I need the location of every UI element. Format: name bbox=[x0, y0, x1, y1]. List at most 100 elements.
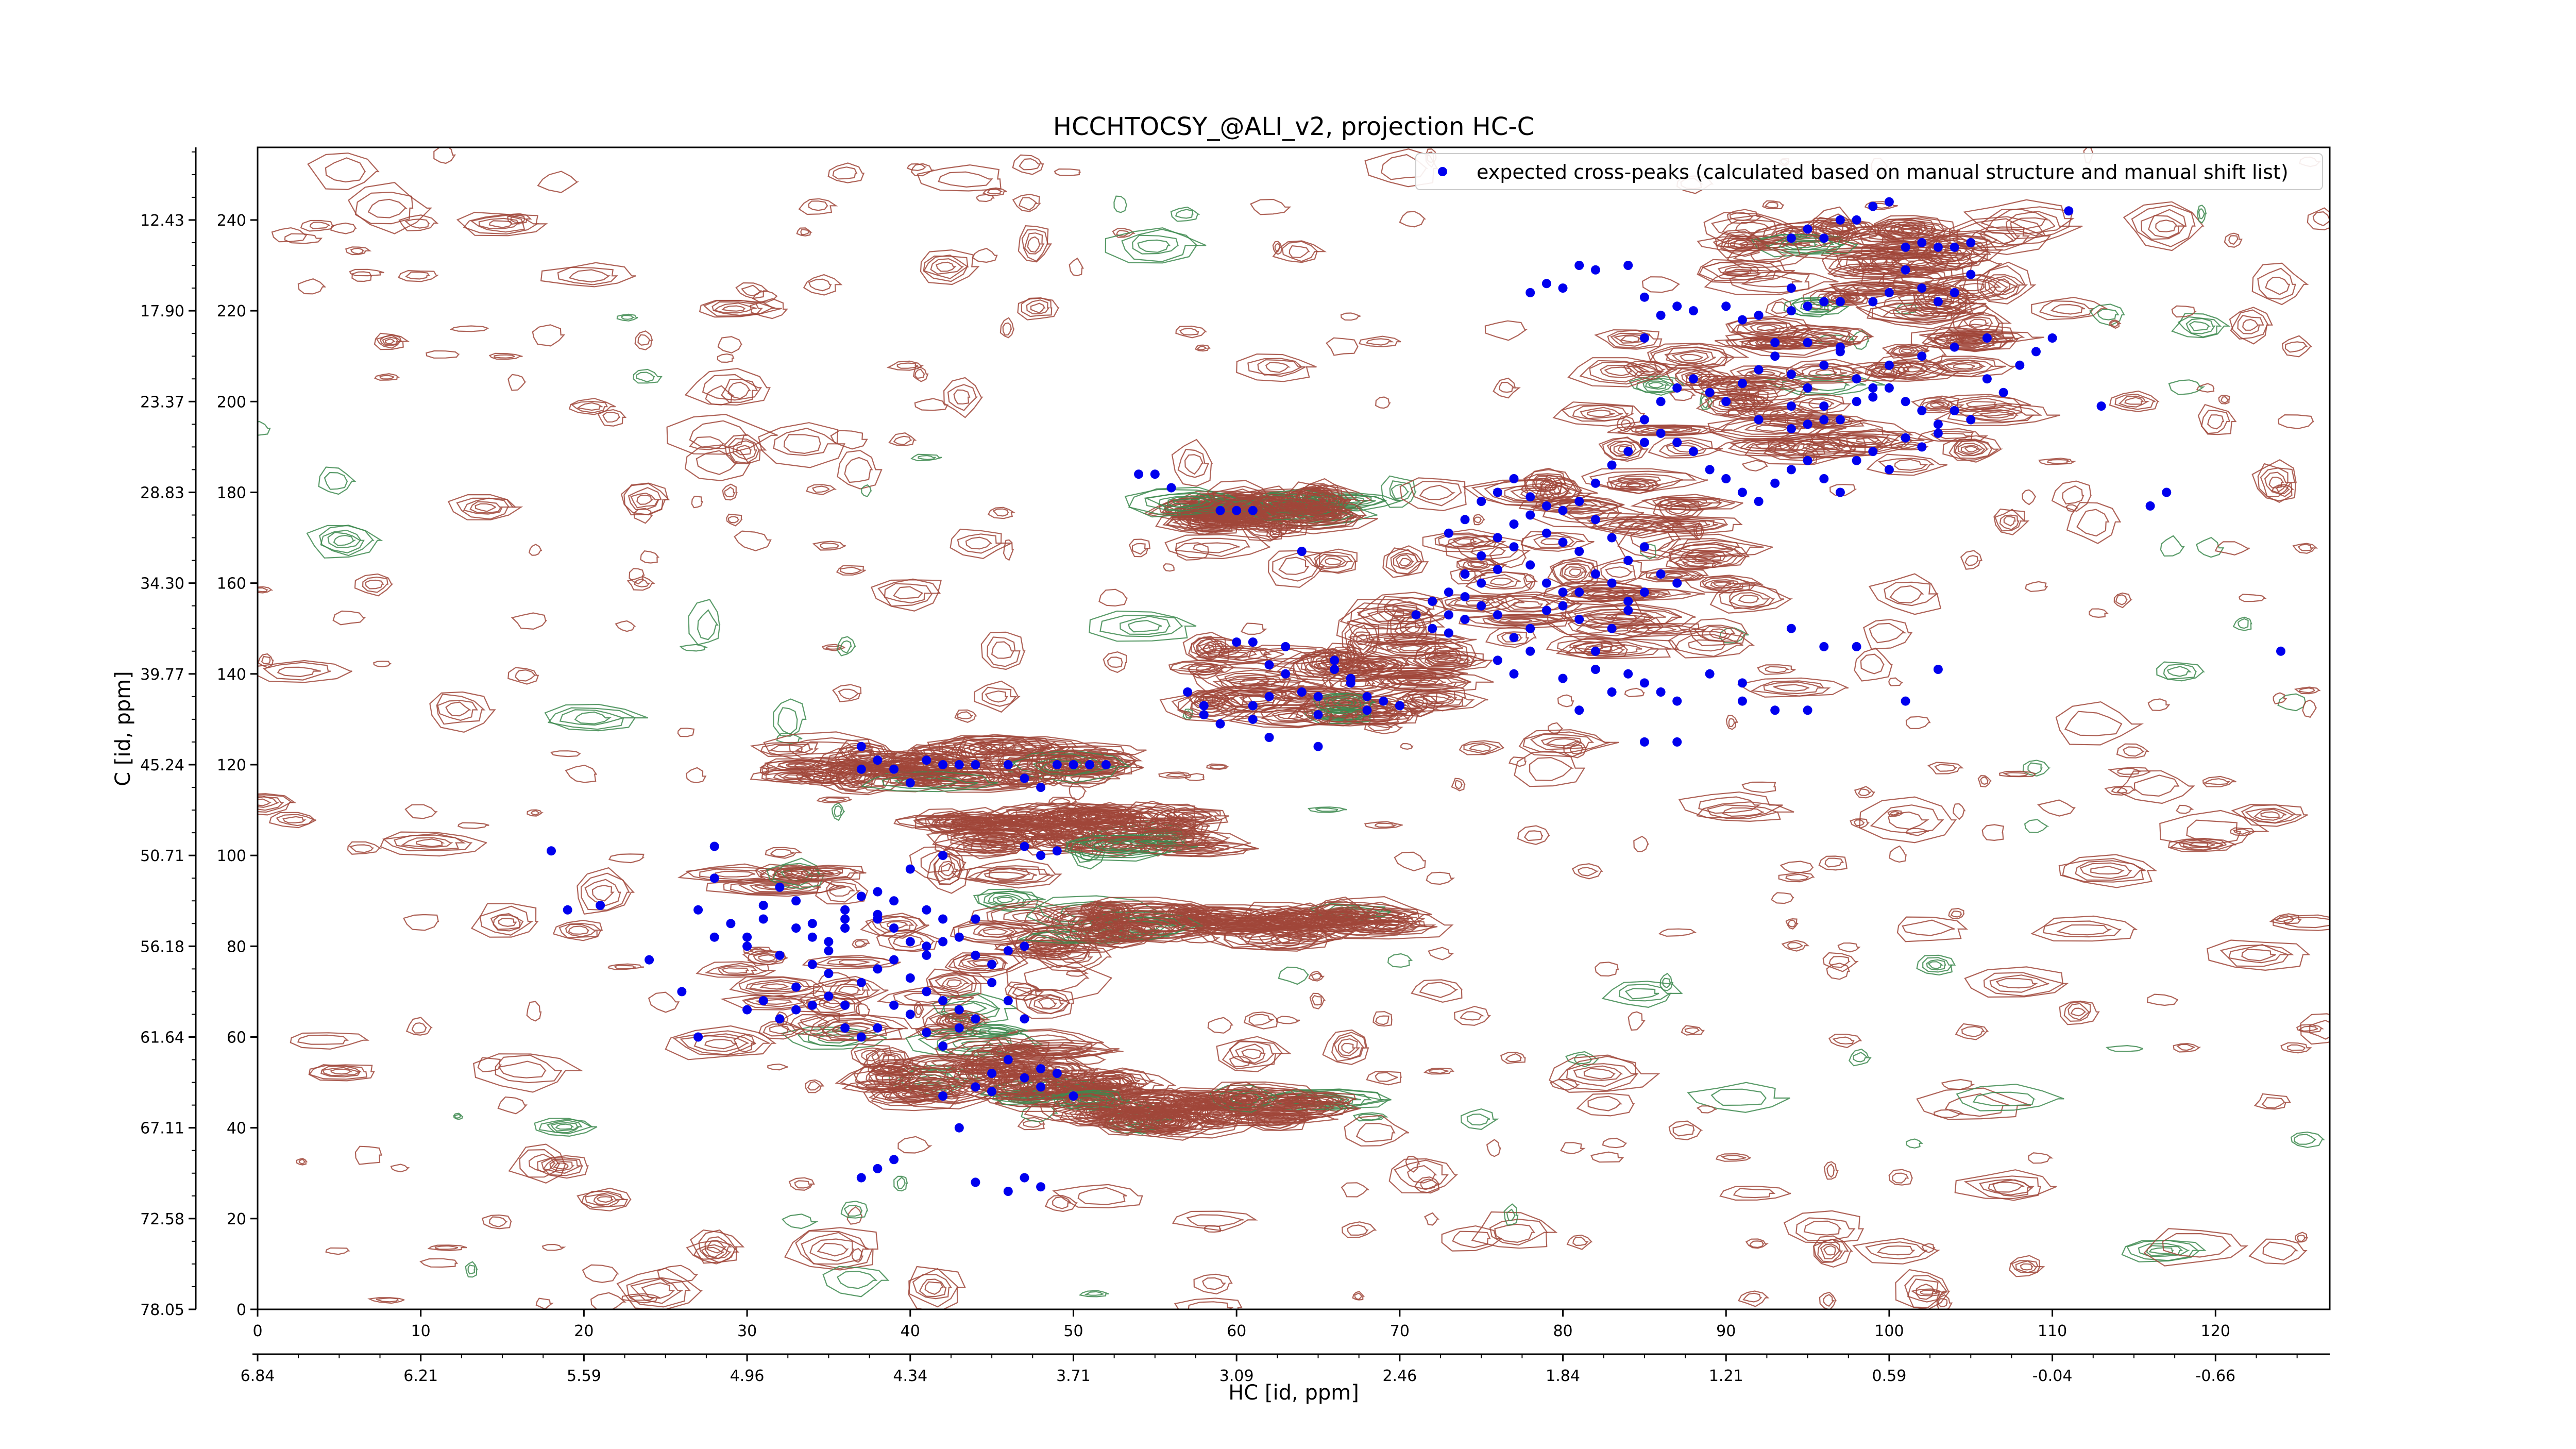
noise-contour bbox=[1423, 1067, 1454, 1075]
contour-ring bbox=[1764, 234, 1845, 254]
peak-contour bbox=[951, 867, 1056, 886]
contour-ring bbox=[2202, 776, 2236, 787]
contour-ring bbox=[1828, 956, 1851, 968]
noise-contour bbox=[258, 793, 297, 816]
contour-ring bbox=[1960, 445, 1984, 454]
contour-ring bbox=[877, 578, 941, 607]
contour-ring bbox=[300, 220, 336, 232]
peak-contour bbox=[1365, 672, 1494, 694]
contour-ring bbox=[957, 533, 1002, 554]
noise-contour bbox=[1668, 1120, 1703, 1140]
contour-ring bbox=[1736, 322, 1800, 335]
contour-ring bbox=[1741, 460, 1768, 472]
noise-contour bbox=[1963, 199, 2075, 235]
cross-peak-point bbox=[1264, 692, 1274, 701]
noise-contour bbox=[1941, 1079, 1975, 1090]
cross-peak-point bbox=[1705, 669, 1715, 679]
noise-contour bbox=[1012, 193, 1041, 212]
cross-peak-point bbox=[1786, 369, 1796, 379]
contour-ring bbox=[367, 1297, 405, 1304]
cross-peak-point bbox=[1330, 655, 1340, 665]
noise-contour bbox=[2109, 319, 2122, 329]
contour-ring bbox=[1407, 679, 1437, 685]
contour-ring bbox=[2295, 1232, 2308, 1243]
cross-peak-point bbox=[709, 932, 719, 942]
contour-ring bbox=[1428, 656, 1466, 664]
contour-layer bbox=[258, 147, 2330, 1309]
noise-contour bbox=[1171, 439, 1213, 487]
contour-ring bbox=[1387, 953, 1413, 968]
noise-contour bbox=[1278, 966, 1310, 985]
cross-peak-point bbox=[1232, 637, 1242, 647]
cross-peak-point bbox=[2096, 401, 2106, 411]
contour-ring bbox=[914, 398, 949, 411]
cross-peak-point bbox=[1933, 428, 1943, 438]
cross-peak-point bbox=[1982, 333, 1992, 343]
contour-ring bbox=[1950, 911, 1962, 918]
noise-contour bbox=[943, 377, 984, 418]
contour-ring bbox=[855, 940, 868, 947]
contour-ring bbox=[2238, 594, 2267, 602]
cross-peak-point bbox=[1852, 642, 1861, 651]
contour-ring bbox=[1335, 919, 1379, 932]
contour-ring bbox=[1249, 198, 1292, 215]
contour-ring bbox=[1578, 867, 1600, 877]
contour-ring bbox=[1594, 329, 1663, 350]
contour-ring bbox=[1934, 1109, 1965, 1118]
noise-contour bbox=[2307, 207, 2330, 231]
contour-ring bbox=[1333, 1034, 1365, 1059]
noise-contour bbox=[1557, 694, 1574, 707]
contour-ring bbox=[690, 1229, 745, 1264]
contour-ring bbox=[1405, 1155, 1420, 1173]
contour-ring bbox=[1894, 459, 1928, 471]
cross-peak-point bbox=[1901, 696, 1910, 706]
x-tick-label: 20 bbox=[574, 1322, 594, 1340]
contour-ring bbox=[1583, 1068, 1616, 1080]
contour-ring bbox=[913, 1057, 968, 1070]
contour-ring bbox=[999, 1065, 1054, 1074]
contour-ring bbox=[1003, 909, 1053, 924]
contour-ring bbox=[734, 530, 772, 551]
contour-ring bbox=[893, 586, 923, 600]
noise-contour bbox=[402, 914, 439, 931]
contour-ring bbox=[1489, 1218, 1549, 1246]
noise-contour bbox=[2147, 698, 2171, 711]
noise-contour bbox=[582, 1264, 619, 1283]
cross-peak-point bbox=[938, 760, 948, 769]
contour-ring bbox=[1942, 435, 2003, 463]
contour-ring bbox=[837, 636, 856, 656]
contour-ring bbox=[1924, 274, 2018, 300]
contour-ring bbox=[1179, 328, 1199, 336]
contour-ring bbox=[1399, 477, 1467, 512]
cross-peak-point bbox=[1852, 397, 1861, 407]
peak-contour bbox=[902, 1053, 999, 1073]
contour-ring bbox=[1737, 1290, 1770, 1307]
contour-ring bbox=[347, 182, 433, 234]
contour-ring bbox=[1748, 370, 1775, 377]
contour-ring bbox=[416, 838, 445, 847]
noise-contour bbox=[629, 568, 645, 585]
noise-contour bbox=[634, 330, 653, 350]
contour-ring bbox=[1733, 246, 1795, 264]
noise-contour bbox=[1547, 722, 1564, 735]
contour-ring bbox=[1044, 1195, 1078, 1212]
contour-ring bbox=[1948, 907, 1965, 920]
contour-ring bbox=[1197, 641, 1217, 654]
contour-ring bbox=[2229, 307, 2273, 345]
contour-ring bbox=[850, 1043, 892, 1070]
contour-ring bbox=[1293, 650, 1348, 686]
contour-ring bbox=[843, 1204, 863, 1217]
contour-ring bbox=[1540, 736, 1583, 749]
contour-ring bbox=[808, 200, 828, 211]
peak-contour bbox=[1911, 395, 1965, 413]
contour-ring bbox=[1572, 639, 1671, 657]
contour-ring bbox=[677, 728, 695, 737]
contour-ring bbox=[2196, 536, 2225, 558]
noise-contour bbox=[2106, 1044, 2144, 1052]
noise-contour bbox=[1206, 763, 1229, 770]
contour-ring bbox=[1075, 1084, 1094, 1090]
cross-peak-point bbox=[1509, 542, 1519, 552]
noise-contour bbox=[1819, 1291, 1837, 1309]
noise-contour bbox=[616, 1268, 703, 1309]
contour-ring bbox=[1514, 750, 1586, 787]
